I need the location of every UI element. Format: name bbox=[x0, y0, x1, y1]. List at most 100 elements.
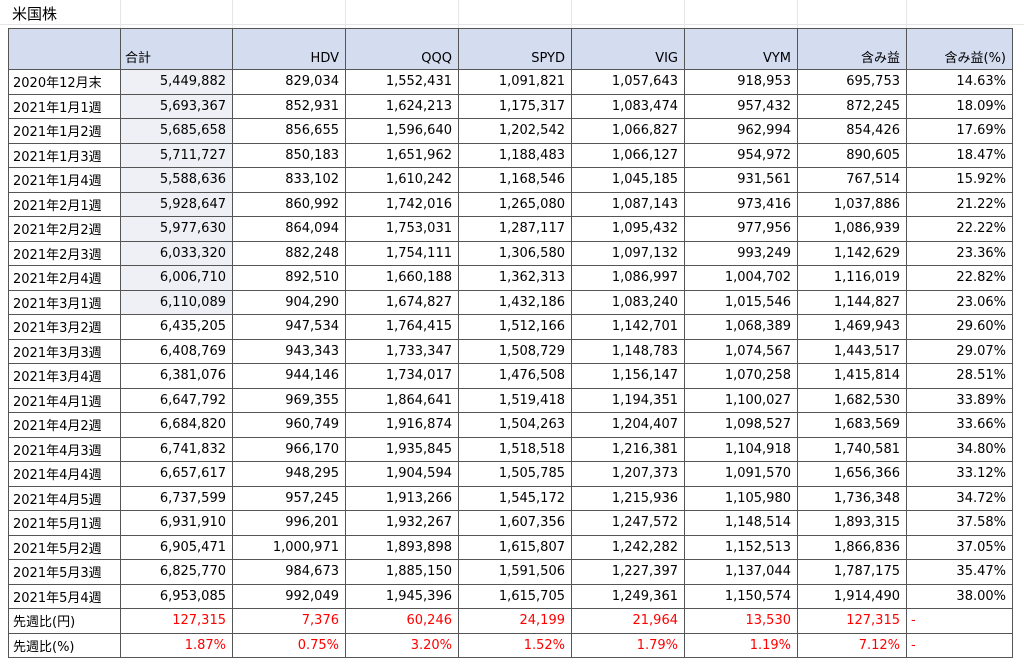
data-cell[interactable]: 1,015,546 bbox=[684, 289, 798, 315]
row-label-cell[interactable]: 先週比(%) bbox=[8, 632, 121, 658]
data-cell[interactable]: 1,095,432 bbox=[571, 216, 685, 242]
data-cell[interactable]: 850,183 bbox=[232, 142, 346, 168]
data-cell[interactable]: 34.80% bbox=[906, 436, 1013, 462]
data-cell[interactable]: 918,953 bbox=[684, 69, 798, 95]
data-cell[interactable]: 1,000,971 bbox=[232, 534, 346, 560]
data-cell[interactable]: 1,913,266 bbox=[345, 485, 459, 511]
data-cell[interactable]: 1,615,807 bbox=[458, 534, 572, 560]
data-cell[interactable]: 6,825,770 bbox=[120, 559, 233, 585]
data-cell[interactable]: 993,249 bbox=[684, 240, 798, 266]
data-cell[interactable]: 1,242,282 bbox=[571, 534, 685, 560]
data-cell[interactable]: 860,992 bbox=[232, 191, 346, 217]
data-cell[interactable]: 38.00% bbox=[906, 583, 1013, 609]
data-cell[interactable]: 1,100,027 bbox=[684, 387, 798, 413]
data-cell[interactable]: 1,656,366 bbox=[797, 461, 907, 487]
header-cell-vig[interactable]: VIG bbox=[571, 28, 685, 70]
data-cell[interactable]: 992,049 bbox=[232, 583, 346, 609]
data-cell[interactable]: 5,693,367 bbox=[120, 93, 233, 119]
data-cell[interactable]: 1,504,263 bbox=[458, 412, 572, 438]
data-cell[interactable]: 6,931,910 bbox=[120, 510, 233, 536]
data-cell[interactable]: 1,683,569 bbox=[797, 412, 907, 438]
data-cell[interactable]: 1,098,527 bbox=[684, 412, 798, 438]
data-cell[interactable]: 852,931 bbox=[232, 93, 346, 119]
data-cell[interactable]: 1,083,240 bbox=[571, 289, 685, 315]
data-cell[interactable]: 6,435,205 bbox=[120, 314, 233, 340]
data-cell[interactable]: 1,904,594 bbox=[345, 461, 459, 487]
data-cell[interactable]: 1,754,111 bbox=[345, 240, 459, 266]
data-cell[interactable]: 960,749 bbox=[232, 412, 346, 438]
delta-cell[interactable]: 7.12% bbox=[797, 632, 907, 658]
data-cell[interactable]: 1,265,080 bbox=[458, 191, 572, 217]
data-cell[interactable]: 1,045,185 bbox=[571, 167, 685, 193]
data-cell[interactable]: 1,753,031 bbox=[345, 216, 459, 242]
data-cell[interactable]: 22.22% bbox=[906, 216, 1013, 242]
data-cell[interactable]: 1,215,936 bbox=[571, 485, 685, 511]
data-cell[interactable]: 1,204,407 bbox=[571, 412, 685, 438]
row-label-cell[interactable]: 2021年1月4週 bbox=[8, 167, 121, 193]
delta-cell[interactable]: 3.20% bbox=[345, 632, 459, 658]
data-cell[interactable]: 996,201 bbox=[232, 510, 346, 536]
row-label-cell[interactable]: 2021年1月1週 bbox=[8, 93, 121, 119]
data-cell[interactable]: 1,148,514 bbox=[684, 510, 798, 536]
data-cell[interactable]: 943,343 bbox=[232, 338, 346, 364]
data-cell[interactable]: 28.51% bbox=[906, 363, 1013, 389]
data-cell[interactable]: 1,004,702 bbox=[684, 265, 798, 291]
data-cell[interactable]: 22.82% bbox=[906, 265, 1013, 291]
data-cell[interactable]: 29.60% bbox=[906, 314, 1013, 340]
data-cell[interactable]: 890,605 bbox=[797, 142, 907, 168]
row-label-cell[interactable]: 2021年5月4週 bbox=[8, 583, 121, 609]
row-label-cell[interactable]: 2021年4月1週 bbox=[8, 387, 121, 413]
data-cell[interactable]: 767,514 bbox=[797, 167, 907, 193]
delta-cell[interactable]: 0.75% bbox=[232, 632, 346, 658]
data-cell[interactable]: 6,905,471 bbox=[120, 534, 233, 560]
data-cell[interactable]: 1,097,132 bbox=[571, 240, 685, 266]
data-cell[interactable]: 1,469,943 bbox=[797, 314, 907, 340]
data-cell[interactable]: 1,362,313 bbox=[458, 265, 572, 291]
data-cell[interactable]: 1,156,147 bbox=[571, 363, 685, 389]
data-cell[interactable]: 1,443,517 bbox=[797, 338, 907, 364]
data-cell[interactable]: 833,102 bbox=[232, 167, 346, 193]
data-cell[interactable]: 1,137,044 bbox=[684, 559, 798, 585]
data-cell[interactable]: 977,956 bbox=[684, 216, 798, 242]
data-cell[interactable]: 1,144,827 bbox=[797, 289, 907, 315]
data-cell[interactable]: 1,175,317 bbox=[458, 93, 572, 119]
data-cell[interactable]: 973,416 bbox=[684, 191, 798, 217]
data-cell[interactable]: 6,953,085 bbox=[120, 583, 233, 609]
header-cell-hdv[interactable]: HDV bbox=[232, 28, 346, 70]
data-cell[interactable]: 6,737,599 bbox=[120, 485, 233, 511]
header-cell-qqq[interactable]: QQQ bbox=[345, 28, 459, 70]
data-cell[interactable]: 1,066,127 bbox=[571, 142, 685, 168]
delta-cell[interactable]: 127,315 bbox=[120, 608, 233, 634]
data-cell[interactable]: 29.07% bbox=[906, 338, 1013, 364]
data-cell[interactable]: 1,682,530 bbox=[797, 387, 907, 413]
data-cell[interactable]: 1,207,373 bbox=[571, 461, 685, 487]
data-cell[interactable]: 23.06% bbox=[906, 289, 1013, 315]
data-cell[interactable]: 1,552,431 bbox=[345, 69, 459, 95]
data-cell[interactable]: 1,610,242 bbox=[345, 167, 459, 193]
data-cell[interactable]: 962,994 bbox=[684, 118, 798, 144]
data-cell[interactable]: 1,168,546 bbox=[458, 167, 572, 193]
data-cell[interactable]: 1,066,827 bbox=[571, 118, 685, 144]
data-cell[interactable]: 1,476,508 bbox=[458, 363, 572, 389]
data-cell[interactable]: 1,885,150 bbox=[345, 559, 459, 585]
row-label-cell[interactable]: 2021年3月2週 bbox=[8, 314, 121, 340]
data-cell[interactable]: 1,087,143 bbox=[571, 191, 685, 217]
data-cell[interactable]: 1,202,542 bbox=[458, 118, 572, 144]
data-cell[interactable]: 944,146 bbox=[232, 363, 346, 389]
row-label-cell[interactable]: 2021年1月2週 bbox=[8, 118, 121, 144]
delta-cell[interactable]: 127,315 bbox=[797, 608, 907, 634]
data-cell[interactable]: 1,415,814 bbox=[797, 363, 907, 389]
data-cell[interactable]: 33.89% bbox=[906, 387, 1013, 413]
data-cell[interactable]: 931,561 bbox=[684, 167, 798, 193]
data-cell[interactable]: 18.09% bbox=[906, 93, 1013, 119]
data-cell[interactable]: 1,188,483 bbox=[458, 142, 572, 168]
data-cell[interactable]: 957,245 bbox=[232, 485, 346, 511]
data-cell[interactable]: 5,711,727 bbox=[120, 142, 233, 168]
data-cell[interactable]: 1,105,980 bbox=[684, 485, 798, 511]
data-cell[interactable]: 1,508,729 bbox=[458, 338, 572, 364]
data-cell[interactable]: 6,741,832 bbox=[120, 436, 233, 462]
data-cell[interactable]: 1,512,166 bbox=[458, 314, 572, 340]
row-label-cell[interactable]: 2021年5月2週 bbox=[8, 534, 121, 560]
row-label-cell[interactable]: 2021年5月3週 bbox=[8, 559, 121, 585]
data-cell[interactable]: 5,928,647 bbox=[120, 191, 233, 217]
